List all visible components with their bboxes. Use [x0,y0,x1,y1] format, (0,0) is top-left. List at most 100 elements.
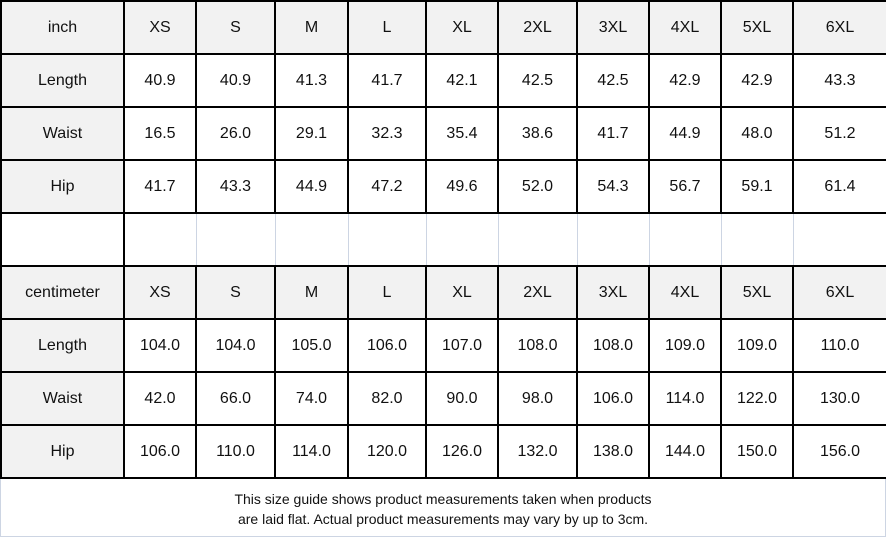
measurement-value: 109.0 [648,318,722,373]
measurement-row: Waist 42.0 66.0 74.0 82.0 90.0 98.0 106.0 114.0 1… [0,371,886,426]
measurement-value: 98.0 [497,371,578,426]
size-header: 6XL [792,265,886,320]
empty-cell [720,213,794,266]
measurement-value: 47.2 [347,159,427,214]
size-guide-note: This size guide shows product measuremen… [0,479,886,537]
measurement-value: 56.7 [648,159,722,214]
measurement-value: 108.0 [576,318,650,373]
size-header: 4XL [648,0,722,55]
size-header: M [274,0,349,55]
measurement-row: Waist 16.5 26.0 29.1 32.3 35.4 38.6 41.7 44.9 48.… [0,106,886,161]
row-label: Waist [0,371,125,426]
measurement-row: Hip 41.7 43.3 44.9 47.2 49.6 52.0 54.3 56.7 59.1 6… [0,159,886,214]
measurement-value: 43.3 [195,159,276,214]
note-line-2: are laid flat. Actual product measuremen… [237,511,649,527]
size-header: S [195,0,276,55]
size-header: 2XL [497,265,578,320]
size-header: 3XL [576,265,650,320]
empty-cell [274,213,349,266]
measurement-value: 120.0 [347,424,427,479]
measurement-value: 114.0 [274,424,349,479]
empty-cell [195,213,276,266]
empty-cell [0,213,125,266]
size-header: 6XL [792,0,886,55]
measurement-value: 144.0 [648,424,722,479]
measurement-value: 106.0 [576,371,650,426]
measurement-value: 41.3 [274,53,349,108]
measurement-value: 150.0 [720,424,794,479]
size-header: 4XL [648,265,722,320]
measurement-value: 29.1 [274,106,349,161]
measurement-value: 114.0 [648,371,722,426]
empty-cell [648,213,722,266]
measurement-value: 90.0 [425,371,499,426]
measurement-value: 54.3 [576,159,650,214]
spacer-row [0,213,886,266]
size-header: 2XL [497,0,578,55]
measurement-row: Length 40.9 40.9 41.3 41.7 42.1 42.5 42.5 42.9 42… [0,53,886,108]
measurement-value: 49.6 [425,159,499,214]
measurement-value: 32.3 [347,106,427,161]
measurement-value: 122.0 [720,371,794,426]
size-header: XL [425,265,499,320]
measurement-value: 42.0 [123,371,197,426]
row-label: Hip [0,159,125,214]
empty-cell [425,213,499,266]
measurement-value: 41.7 [123,159,197,214]
measurement-value: 52.0 [497,159,578,214]
measurement-value: 35.4 [425,106,499,161]
measurement-value: 42.5 [497,53,578,108]
measurement-value: 42.5 [576,53,650,108]
measurement-value: 82.0 [347,371,427,426]
row-label: Waist [0,106,125,161]
measurement-value: 44.9 [648,106,722,161]
measurement-value: 41.7 [347,53,427,108]
measurement-value: 106.0 [347,318,427,373]
row-label: Hip [0,424,125,479]
empty-cell [123,213,197,266]
measurement-row: Hip 106.0 110.0 114.0 120.0 126.0 132.0 138.0 14… [0,424,886,479]
empty-cell [347,213,427,266]
measurement-value: 126.0 [425,424,499,479]
note-line-1: This size guide shows product measuremen… [234,491,652,507]
measurement-value: 42.9 [648,53,722,108]
row-label: Length [0,318,125,373]
measurement-value: 110.0 [792,318,886,373]
measurement-value: 104.0 [195,318,276,373]
size-header: XL [425,0,499,55]
size-header: 5XL [720,265,794,320]
header-row: centimeter XS S M L XL 2XL 3XL 4XL 5XL 6XL [0,265,886,320]
empty-cell [576,213,650,266]
measurement-value: 40.9 [195,53,276,108]
measurement-value: 16.5 [123,106,197,161]
measurement-value: 44.9 [274,159,349,214]
size-header: 3XL [576,0,650,55]
measurement-row: Length 104.0 104.0 105.0 106.0 107.0 108.0 108.… [0,318,886,373]
measurement-value: 74.0 [274,371,349,426]
size-header: XS [123,0,197,55]
measurement-value: 138.0 [576,424,650,479]
size-header: S [195,265,276,320]
measurement-value: 43.3 [792,53,886,108]
size-header: L [347,265,427,320]
measurement-value: 59.1 [720,159,794,214]
measurement-value: 41.7 [576,106,650,161]
size-header: 5XL [720,0,794,55]
measurement-value: 48.0 [720,106,794,161]
measurement-value: 108.0 [497,318,578,373]
measurement-value: 66.0 [195,371,276,426]
measurement-value: 26.0 [195,106,276,161]
measurement-value: 38.6 [497,106,578,161]
measurement-value: 104.0 [123,318,197,373]
size-chart-table: inch XS S M L XL 2XL 3XL 4XL 5XL 6XL Length 40.9 40.9… [0,0,886,479]
size-header: L [347,0,427,55]
measurement-value: 132.0 [497,424,578,479]
header-row: inch XS S M L XL 2XL 3XL 4XL 5XL 6XL [0,0,886,55]
row-label: Length [0,53,125,108]
measurement-value: 110.0 [195,424,276,479]
measurement-value: 105.0 [274,318,349,373]
size-header: M [274,265,349,320]
measurement-value: 42.9 [720,53,794,108]
measurement-value: 109.0 [720,318,794,373]
unit-label: centimeter [0,265,125,320]
